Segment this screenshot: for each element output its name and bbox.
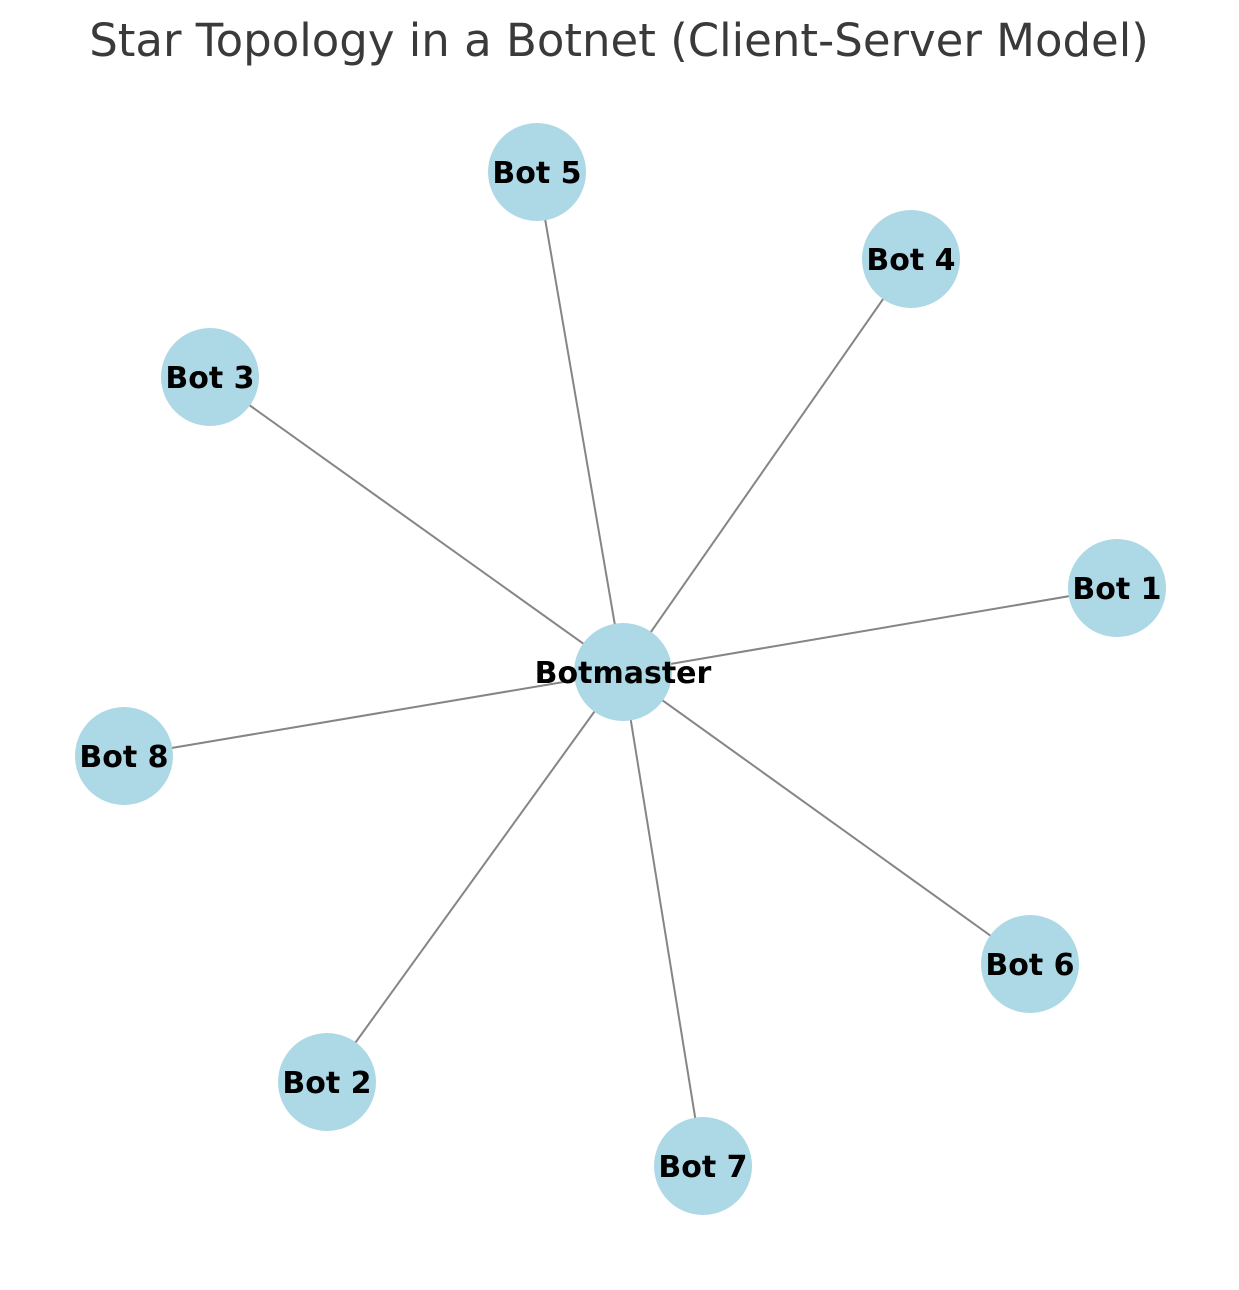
edge-botmaster-bot1 [622, 587, 1118, 673]
node-circle-bot4 [862, 210, 960, 308]
node-label-botmaster: Botmaster [535, 656, 712, 691]
node-label-bot6: Bot 6 [985, 948, 1074, 983]
node-circle-bot6 [981, 915, 1079, 1013]
edge-botmaster-bot4 [622, 258, 912, 673]
node-label-bot4: Bot 4 [866, 243, 955, 278]
node-circle-botmaster [574, 623, 672, 721]
node-label-bot3: Bot 3 [165, 361, 254, 396]
edge-botmaster-bot2 [326, 671, 624, 1083]
edge-botmaster-bot5 [536, 171, 624, 673]
node-label-bot5: Bot 5 [492, 156, 581, 191]
node-label-bot1: Bot 1 [1072, 572, 1161, 607]
chart-title: Star Topology in a Botnet (Client-Server… [89, 14, 1149, 67]
node-circle-bot1 [1068, 539, 1166, 637]
node-circle-bot5 [488, 123, 586, 221]
node-label-bot7: Bot 7 [658, 1150, 747, 1185]
edge-botmaster-bot8 [123, 671, 624, 757]
node-circle-bot8 [75, 707, 173, 805]
node-circle-bot3 [161, 328, 259, 426]
edges-layer [123, 171, 1118, 1167]
nodes-layer: Botmaster Bot 1 Bot 2 Bot 3 Bot 4 Bot 5 Bot 6 B… [75, 123, 1166, 1215]
edge-botmaster-bot6 [622, 671, 1031, 965]
node-circle-bot7 [654, 1117, 752, 1215]
node-label-bot8: Bot 8 [79, 740, 168, 775]
edge-botmaster-bot7 [622, 671, 704, 1167]
node-label-bot2: Bot 2 [282, 1066, 371, 1101]
edge-botmaster-bot3 [209, 376, 624, 673]
node-circle-bot2 [278, 1033, 376, 1131]
